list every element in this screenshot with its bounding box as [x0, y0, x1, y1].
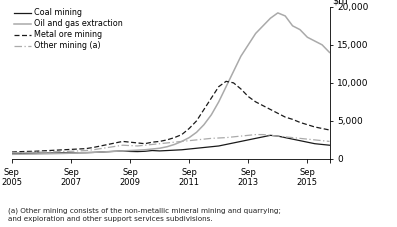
- Text: (a) Other mining consists of the non-metallic mineral mining and quarrying;
and : (a) Other mining consists of the non-met…: [8, 208, 281, 222]
- Legend: Coal mining, Oil and gas extraction, Metal ore mining, Other mining (a): Coal mining, Oil and gas extraction, Met…: [13, 8, 123, 50]
- Text: $m: $m: [333, 0, 348, 5]
